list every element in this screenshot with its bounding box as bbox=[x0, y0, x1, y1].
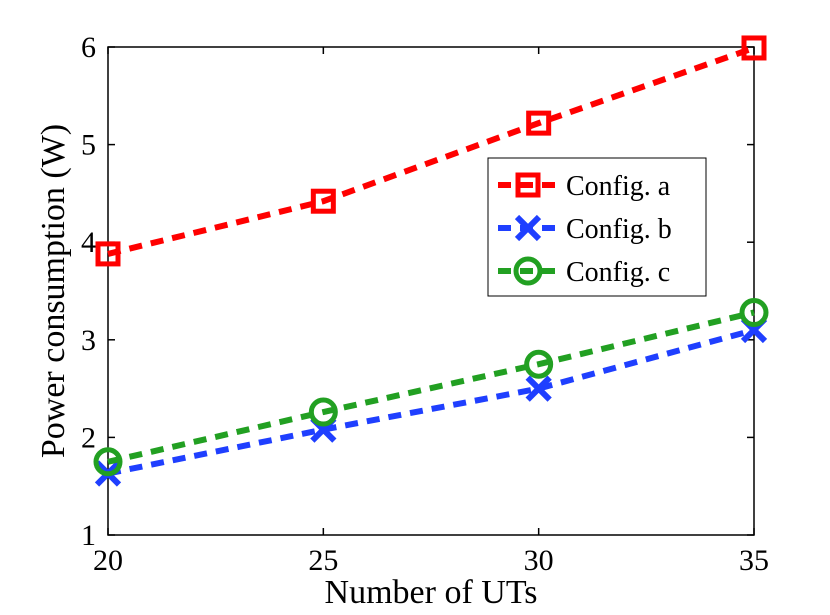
y-tick-label: 4 bbox=[81, 226, 96, 259]
legend-marker-config-c bbox=[513, 256, 543, 286]
y-tick-label: 1 bbox=[81, 519, 96, 552]
series-line-config-a bbox=[107, 45, 755, 257]
legend-label-config-b: Config. b bbox=[566, 214, 672, 245]
data-point-config-c bbox=[308, 397, 338, 427]
x-axis-label: Number of UTs bbox=[325, 574, 538, 611]
x-tick-label: 25 bbox=[308, 544, 338, 577]
x-tick-label: 35 bbox=[739, 544, 769, 577]
data-point-config-a bbox=[95, 241, 121, 267]
series-layer bbox=[93, 35, 769, 487]
legend-label-config-a: Config. a bbox=[566, 171, 671, 202]
y-axis-label: Power consumption (W) bbox=[35, 124, 72, 458]
x-tick-label: 30 bbox=[524, 544, 554, 577]
marker-stroke bbox=[525, 375, 552, 402]
data-point-config-a bbox=[741, 35, 767, 61]
legend-marker-config-b bbox=[514, 214, 542, 242]
y-tick-label: 5 bbox=[81, 129, 96, 162]
y-tick-label: 6 bbox=[81, 31, 96, 64]
data-point-config-c bbox=[739, 297, 769, 327]
series-line-config-b bbox=[107, 327, 755, 477]
data-point-config-c bbox=[524, 349, 554, 379]
y-tick-label: 3 bbox=[81, 324, 96, 357]
legend-label-config-c: Config. c bbox=[566, 257, 670, 288]
data-point-config-b bbox=[525, 375, 552, 402]
legend: Config. a Config. b Config. c bbox=[487, 157, 707, 297]
series-line-config-c bbox=[107, 309, 755, 465]
data-point-config-a bbox=[310, 188, 336, 214]
data-point-config-c bbox=[93, 447, 123, 477]
legend-marker-config-a bbox=[515, 172, 541, 198]
marker-stroke bbox=[514, 214, 542, 242]
x-tick-label: 20 bbox=[93, 544, 123, 577]
y-tick-label: 2 bbox=[81, 421, 96, 454]
ticks: 20 25 30 35 1 2 3 4 5 6 bbox=[81, 31, 769, 577]
data-point-config-a bbox=[526, 110, 552, 136]
